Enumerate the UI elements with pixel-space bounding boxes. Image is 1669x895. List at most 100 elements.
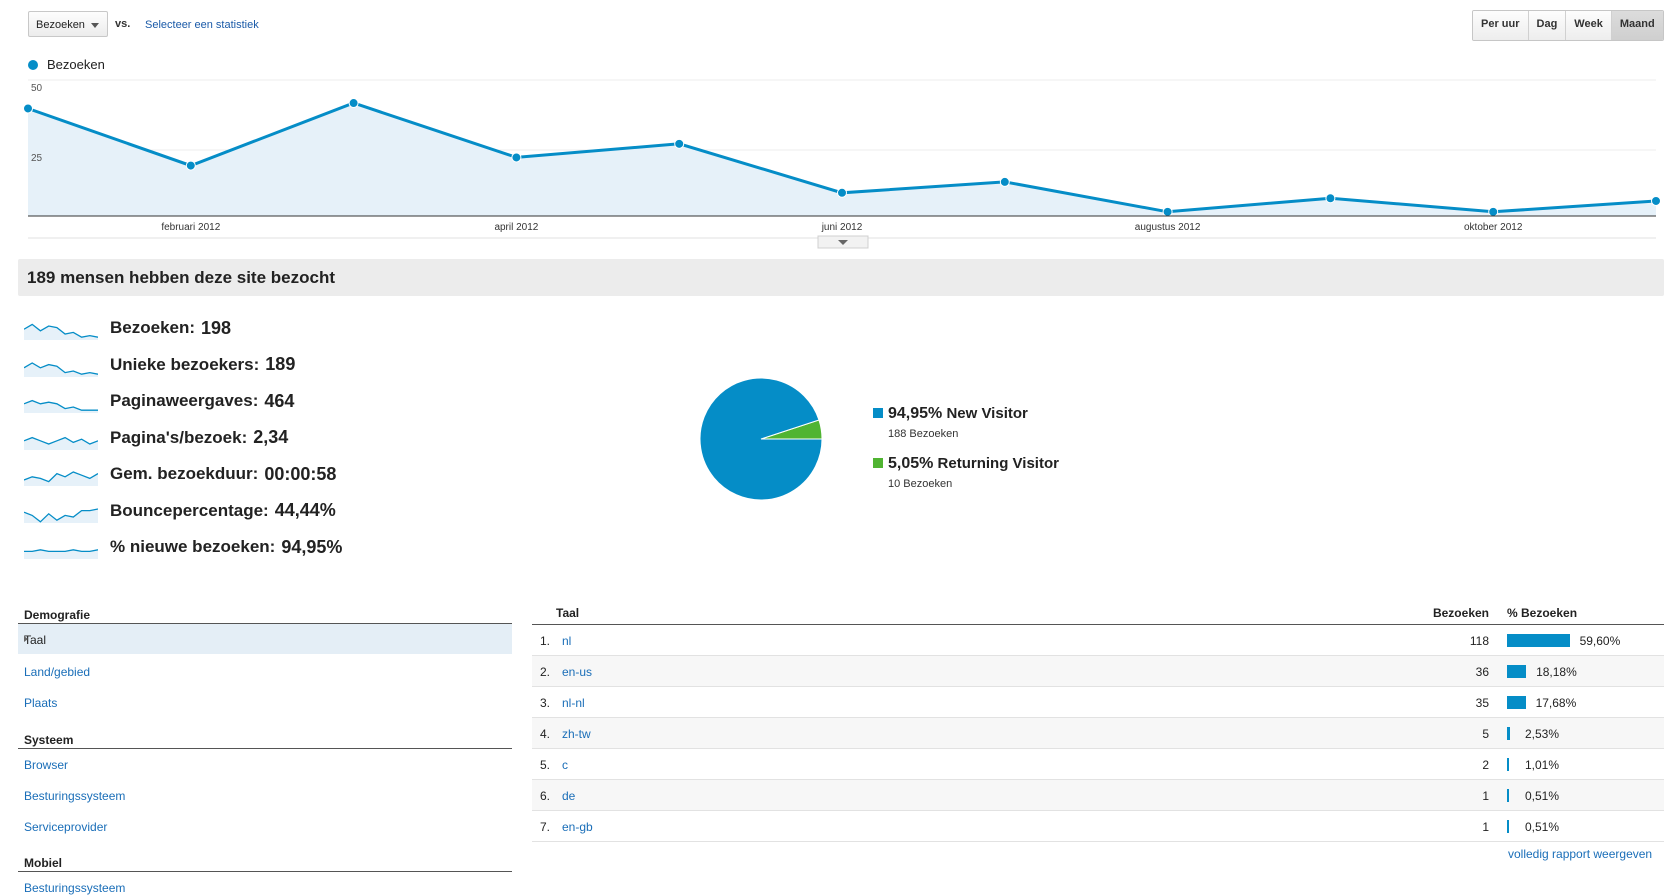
sparkline-icon bbox=[24, 399, 98, 413]
data-point[interactable] bbox=[674, 138, 685, 149]
divider bbox=[18, 623, 512, 624]
data-point[interactable] bbox=[511, 152, 522, 163]
metric-row[interactable]: Pagina's/bezoek: 2,34 bbox=[24, 423, 288, 453]
metric-value: 189 bbox=[265, 354, 296, 374]
table-row: 6. de 1 0,51% bbox=[532, 780, 1664, 811]
data-point[interactable] bbox=[185, 160, 196, 171]
sidebar-item-label: Taal bbox=[24, 633, 47, 647]
row-pct-bar bbox=[1507, 789, 1509, 802]
metric-value: 94,95% bbox=[281, 536, 343, 557]
metric-value: 00:00:58 bbox=[264, 463, 337, 484]
row-language-link[interactable]: en-us bbox=[562, 665, 593, 679]
row-rank: 1. bbox=[540, 634, 551, 648]
table-row: 7. en-gb 1 0,51% bbox=[532, 811, 1664, 842]
row-pct-bar bbox=[1507, 727, 1510, 740]
metric-value: 464 bbox=[264, 390, 295, 411]
returning-visitor-pct: 5,05% bbox=[888, 455, 934, 472]
row-language-link[interactable]: en-gb bbox=[562, 820, 593, 834]
compare-metric-link[interactable]: Selecteer een statistiek bbox=[145, 19, 259, 31]
metric-label: Bouncepercentage: bbox=[110, 500, 269, 520]
row-visits: 1 bbox=[1482, 820, 1489, 834]
row-language-link[interactable]: nl bbox=[562, 634, 572, 648]
row-language-link[interactable]: de bbox=[562, 789, 576, 803]
sparkline-icon bbox=[24, 549, 98, 559]
vs-label: vs. bbox=[115, 18, 131, 30]
col-pct-bezoeken[interactable]: % Bezoeken bbox=[1507, 606, 1578, 620]
granularity-hour-button[interactable]: Per uur bbox=[1473, 11, 1529, 40]
metric-row[interactable]: Unieke bezoekers: 189 bbox=[24, 350, 295, 380]
pie-legend-returning: 5,05% Returning Visitor bbox=[873, 455, 1059, 473]
sidebar-item-serviceprovider[interactable]: Serviceprovider bbox=[24, 820, 108, 834]
sidebar-item-land-gebied[interactable]: Land/gebied bbox=[24, 665, 91, 679]
summary-header: 189 mensen hebben deze site bezocht bbox=[18, 259, 1664, 296]
row-rank: 2. bbox=[540, 665, 551, 679]
metric-row[interactable]: Bouncepercentage: 44,44% bbox=[24, 496, 336, 526]
row-language-link[interactable]: c bbox=[562, 758, 568, 772]
metric-label: Unieke bezoekers: bbox=[110, 354, 260, 374]
sparkline-icon bbox=[24, 323, 98, 340]
metric-label: Bezoeken: bbox=[110, 318, 196, 337]
full-report-link[interactable]: volledig rapport weergeven bbox=[1508, 847, 1653, 861]
legend-swatch-returning bbox=[873, 458, 883, 468]
x-tick-label: april 2012 bbox=[494, 222, 538, 233]
chevron-down-icon bbox=[838, 240, 848, 245]
metric-row[interactable]: % nieuwe bezoeken: 94,95% bbox=[24, 532, 342, 562]
metric-row[interactable]: Gem. bezoekduur: 00:00:58 bbox=[24, 459, 336, 489]
row-pct: 18,18% bbox=[1536, 665, 1577, 679]
sparkline-icon bbox=[24, 361, 98, 377]
row-visits: 36 bbox=[1475, 665, 1489, 679]
row-rank: 4. bbox=[540, 727, 551, 741]
row-pct: 0,51% bbox=[1525, 789, 1560, 803]
new-visitor-pct: 94,95% bbox=[888, 405, 943, 422]
row-pct: 59,60% bbox=[1579, 634, 1621, 648]
row-language-link[interactable]: zh-tw bbox=[562, 727, 591, 741]
metric-label: Paginaweergaves: bbox=[110, 391, 259, 410]
metric-dropdown[interactable]: Bezoeken bbox=[28, 11, 108, 37]
row-language-link[interactable]: nl-nl bbox=[562, 696, 585, 710]
col-taal[interactable]: Taal bbox=[556, 606, 580, 620]
col-bezoeken[interactable]: Bezoeken bbox=[1432, 606, 1489, 620]
table-row: 1. nl 118 59,60% bbox=[532, 625, 1664, 656]
data-point[interactable] bbox=[1325, 193, 1336, 204]
metric-label: % nieuwe bezoeken: bbox=[110, 537, 276, 556]
table-header: Taal Bezoeken % Bezoeken bbox=[532, 600, 1664, 625]
section-mobiel: Mobiel bbox=[24, 856, 62, 870]
data-point[interactable] bbox=[348, 98, 359, 109]
language-table: Taal Bezoeken % Bezoeken 1. nl 118 59,60% 2.… bbox=[532, 600, 1664, 842]
data-point[interactable] bbox=[1162, 206, 1173, 217]
sidebar-item-mobiel-besturingssysteem[interactable]: Besturingssysteem bbox=[24, 881, 126, 895]
chart-legend: Bezoeken bbox=[28, 57, 105, 72]
row-rank: 3. bbox=[540, 696, 551, 710]
data-point[interactable] bbox=[23, 103, 33, 114]
metric-row[interactable]: Bezoeken: 198 bbox=[24, 313, 231, 343]
x-tick-label: augustus 2012 bbox=[1135, 222, 1201, 233]
sparkline-icon bbox=[24, 507, 98, 523]
sidebar-item-browser[interactable]: Browser bbox=[24, 758, 69, 772]
series-color-dot bbox=[28, 60, 38, 70]
sidebar-item-taal[interactable]: Taal bbox=[18, 624, 512, 654]
x-axis-labels: februari 2012 april 2012 juni 2012 augustus… bbox=[161, 222, 1522, 233]
row-pct-bar bbox=[1507, 820, 1509, 833]
metric-row[interactable]: Paginaweergaves: 464 bbox=[24, 386, 294, 416]
y-tick-25: 25 bbox=[31, 153, 43, 164]
data-point[interactable] bbox=[999, 176, 1010, 187]
sparkline-icon bbox=[24, 436, 98, 450]
table-row: 4. zh-tw 5 2,53% bbox=[532, 718, 1664, 749]
granularity-month-button[interactable]: Maand bbox=[1611, 11, 1663, 40]
data-point[interactable] bbox=[1651, 195, 1661, 206]
row-pct-bar bbox=[1507, 665, 1527, 678]
granularity-day-button[interactable]: Dag bbox=[1528, 11, 1567, 40]
returning-visitor-label: Returning Visitor bbox=[937, 455, 1059, 472]
chevron-down-icon bbox=[91, 23, 99, 28]
granularity-week-button[interactable]: Week bbox=[1566, 11, 1612, 40]
visitor-type-pie bbox=[700, 378, 823, 501]
pie-slice-new[interactable] bbox=[700, 378, 823, 501]
row-pct: 17,68% bbox=[1535, 696, 1577, 710]
row-pct-bar bbox=[1507, 634, 1570, 647]
row-pct-bar bbox=[1507, 696, 1526, 709]
table-row: 3. nl-nl 35 17,68% bbox=[532, 687, 1664, 718]
data-point[interactable] bbox=[1488, 206, 1499, 217]
data-point[interactable] bbox=[837, 187, 847, 198]
sidebar-item-plaats[interactable]: Plaats bbox=[24, 696, 58, 710]
sidebar-item-besturingssysteem[interactable]: Besturingssysteem bbox=[24, 789, 126, 803]
